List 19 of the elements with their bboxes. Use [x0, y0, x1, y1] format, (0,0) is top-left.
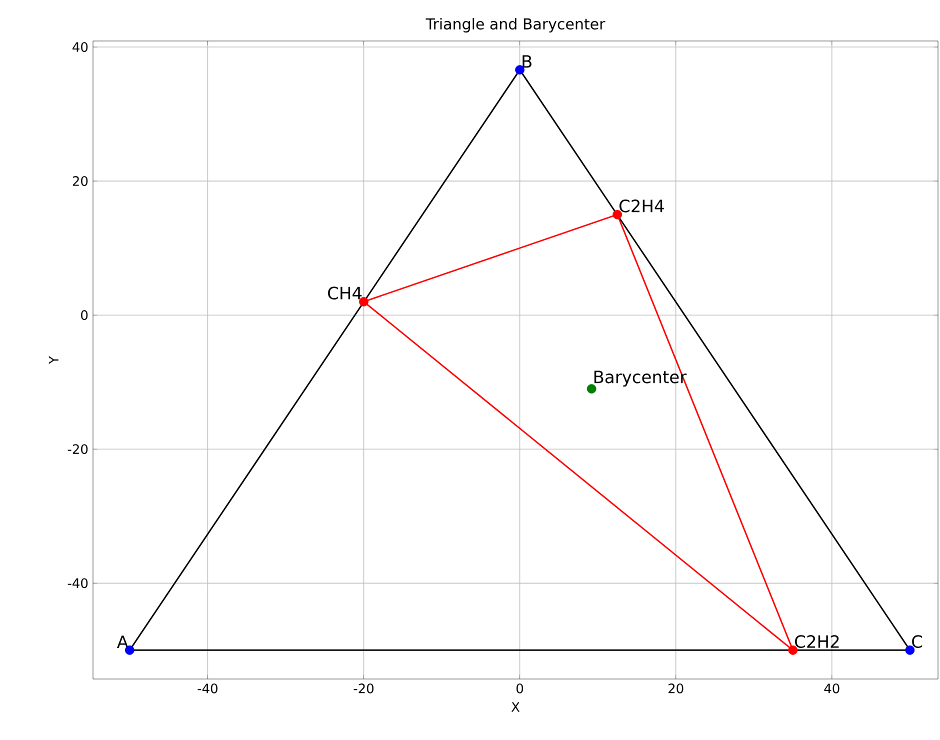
chart-title: Triangle and Barycenter — [426, 18, 606, 32]
x-tick-label: -20 — [354, 684, 374, 694]
x-tick-label: -40 — [198, 684, 218, 694]
x-tick-label: 20 — [668, 684, 684, 694]
y-tick-label: 0 — [81, 310, 88, 320]
annotation: C2H4 — [619, 200, 664, 212]
y-tick-label: 40 — [72, 42, 88, 52]
x-tick-label: 40 — [824, 684, 840, 694]
y-tick-label: -40 — [68, 578, 88, 588]
x-tick-label: 0 — [516, 684, 524, 694]
y-axis-title: Y — [48, 356, 58, 364]
annotation: C — [912, 635, 922, 648]
x-axis-title: X — [511, 702, 520, 712]
annotation: C2H2 — [795, 635, 839, 648]
annotation: CH4 — [328, 286, 362, 300]
annotation: A — [116, 636, 128, 648]
y-tick-label: 20 — [72, 176, 88, 186]
y-tick-label: -20 — [68, 444, 88, 454]
annotation: B — [522, 55, 532, 68]
